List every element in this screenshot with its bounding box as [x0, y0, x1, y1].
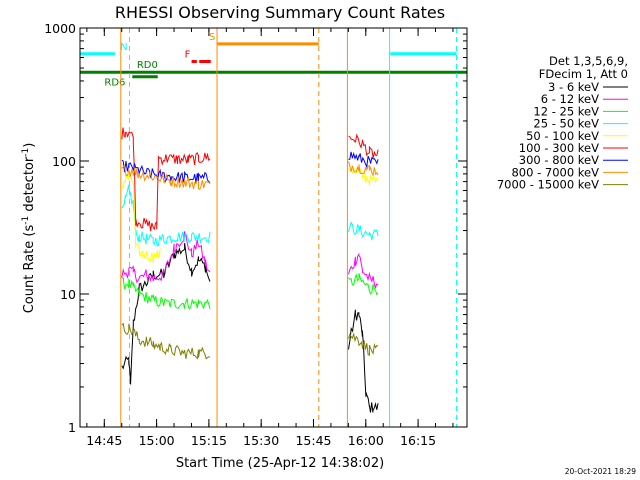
- flag-label-rd6: RD6: [104, 78, 125, 89]
- x-tick-label-0: 14:45: [86, 433, 122, 448]
- x-tick-label-1: 15:00: [139, 433, 175, 448]
- series-line-2-1: [348, 273, 379, 296]
- y-tick-label-3: 1000: [44, 21, 76, 36]
- x-axis-label: Start Time (25-Apr-12 14:38:02): [176, 456, 384, 471]
- legend-header-2: FDecim 1, Att 0: [539, 67, 628, 81]
- x-tick-label-5: 16:00: [348, 433, 384, 448]
- x-tick-label-3: 15:30: [243, 433, 279, 448]
- legend-label-7: 800 - 7000 keV: [511, 165, 599, 179]
- series-line-2-0: [121, 277, 211, 310]
- flag-label-rd0: RD0: [137, 60, 158, 71]
- legend: Det 1,3,5,6,9, FDecim 1, Att 0 3 - 6 keV…: [497, 54, 628, 192]
- flag-label-f: F: [185, 49, 191, 60]
- plot-frame: [79, 27, 468, 428]
- flag-label-s: S: [209, 32, 215, 43]
- x-axis-ticks: 14:45 15:00 15:15 15:30 15:45 16:00 16:15: [86, 28, 454, 448]
- plot-timestamp: 20-Oct-2021 18:29: [565, 467, 636, 476]
- y-tick-label-2: 100: [52, 154, 76, 169]
- legend-label-0: 3 - 6 keV: [548, 80, 599, 94]
- x-tick-label-2: 15:15: [191, 433, 227, 448]
- series-line-4-0: [121, 172, 161, 263]
- legend-label-4: 50 - 100 keV: [526, 129, 599, 143]
- series-line-0-1: [348, 309, 379, 413]
- x-tick-label-6: 16:15: [400, 433, 436, 448]
- legend-label-6: 300 - 800 keV: [519, 153, 599, 167]
- legend-label-2: 12 - 25 keV: [533, 104, 599, 118]
- legend-header-1: Det 1,3,5,6,9,: [549, 54, 628, 68]
- x-tick-label-4: 15:45: [295, 433, 331, 448]
- series-line-7-1: [348, 161, 379, 177]
- flag-bars: N S F RD6 RD0: [80, 32, 467, 89]
- series-line-5-0: [121, 127, 211, 232]
- series-line-1-0: [121, 231, 211, 284]
- series-lines: [121, 127, 379, 413]
- series-line-5-1: [348, 133, 379, 159]
- legend-label-3: 25 - 50 keV: [533, 117, 599, 131]
- series-line-3-1: [348, 221, 379, 241]
- flag-label-n: N: [120, 42, 127, 53]
- series-line-6-1: [348, 151, 379, 169]
- y-tick-label-0: 1: [68, 420, 76, 435]
- series-line-1-1: [348, 252, 379, 290]
- chart-title: RHESSI Observing Summary Count Rates: [115, 3, 445, 22]
- series-line-8-0: [121, 322, 210, 360]
- y-tick-label-1: 10: [60, 287, 76, 302]
- legend-label-1: 6 - 12 keV: [541, 92, 599, 106]
- series-line-6-0: [121, 159, 211, 184]
- y-axis-label: Count Rate (s-1 detector-1): [21, 143, 37, 314]
- legend-label-5: 100 - 300 keV: [519, 141, 599, 155]
- y-axis-ticks: 1 10 100 1000: [44, 21, 467, 435]
- series-line-8-1: [348, 332, 379, 357]
- event-vertical-lines: [79, 28, 458, 427]
- series-line-0-0: [121, 243, 211, 385]
- series-line-7-0: [121, 164, 211, 191]
- legend-label-8: 7000 - 15000 keV: [497, 178, 599, 192]
